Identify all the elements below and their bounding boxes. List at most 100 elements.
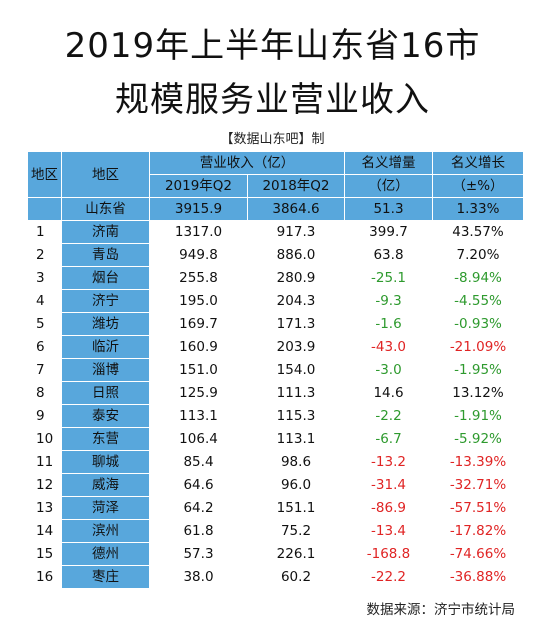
row-growth: -36.88% [432, 565, 524, 589]
row-increase: -9.3 [344, 289, 433, 313]
row-growth: -5.92% [432, 427, 524, 451]
row-city: 东营 [61, 427, 150, 451]
row-increase: 14.6 [344, 381, 433, 405]
row-2019: 106.4 [149, 427, 248, 451]
row-growth: -1.95% [432, 358, 524, 382]
row-growth: 7.20% [432, 243, 524, 267]
table-row: 12 威海 64.6 96.0 -31.4 -32.71% [27, 473, 524, 497]
row-increase: -43.0 [344, 335, 433, 359]
table-row: 4 济宁 195.0 204.3 -9.3 -4.55% [27, 289, 524, 313]
row-increase: -168.8 [344, 542, 433, 566]
row-index: 3 [27, 266, 62, 290]
table-row: 10 东营 106.4 113.1 -6.7 -5.92% [27, 427, 524, 451]
row-growth: -57.51% [432, 496, 524, 520]
header-index: 地区 [27, 151, 62, 198]
header-increase: 名义增量 [344, 151, 433, 175]
row-city: 烟台 [61, 266, 150, 290]
row-index: 1 [27, 220, 62, 244]
row-city: 淄博 [61, 358, 150, 382]
table-row: 9 泰安 113.1 115.3 -2.2 -1.91% [27, 404, 524, 428]
row-growth: -74.66% [432, 542, 524, 566]
row-index: 14 [27, 519, 62, 543]
table-row: 16 枣庄 38.0 60.2 -22.2 -36.88% [27, 565, 524, 589]
row-city: 菏泽 [61, 496, 150, 520]
row-city: 济南 [61, 220, 150, 244]
row-2018: 111.3 [247, 381, 345, 405]
row-increase: -13.4 [344, 519, 433, 543]
header-region: 地区 [61, 151, 150, 198]
row-growth: 43.57% [432, 220, 524, 244]
row-2018: 113.1 [247, 427, 345, 451]
row-2019: 57.3 [149, 542, 248, 566]
header-growth: 名义增长 [432, 151, 524, 175]
row-index: 12 [27, 473, 62, 497]
row-increase: 399.7 [344, 220, 433, 244]
header-2018q2: 2018年Q2 [247, 174, 345, 198]
row-city: 日照 [61, 381, 150, 405]
row-city: 临沂 [61, 335, 150, 359]
row-index: 8 [27, 381, 62, 405]
row-2018: 115.3 [247, 404, 345, 428]
row-2018: 886.0 [247, 243, 345, 267]
row-2018: 75.2 [247, 519, 345, 543]
row-growth: -0.93% [432, 312, 524, 336]
data-source: 数据来源：济宁市统计局 [366, 602, 516, 618]
row-growth: -1.91% [432, 404, 524, 428]
row-city: 聊城 [61, 450, 150, 474]
row-city: 济宁 [61, 289, 150, 313]
row-2018: 98.6 [247, 450, 345, 474]
row-growth: -32.71% [432, 473, 524, 497]
row-2019: 151.0 [149, 358, 248, 382]
row-2019: 160.9 [149, 335, 248, 359]
row-2018: 60.2 [247, 565, 345, 589]
row-2019: 195.0 [149, 289, 248, 313]
row-index: 11 [27, 450, 62, 474]
row-2019: 61.8 [149, 519, 248, 543]
row-city: 泰安 [61, 404, 150, 428]
row-index: 5 [27, 312, 62, 336]
row-increase: -6.7 [344, 427, 433, 451]
row-growth: -13.39% [432, 450, 524, 474]
row-2019: 64.6 [149, 473, 248, 497]
row-index: 15 [27, 542, 62, 566]
table-row: 6 临沂 160.9 203.9 -43.0 -21.09% [27, 335, 524, 359]
row-growth: -4.55% [432, 289, 524, 313]
row-city: 枣庄 [61, 565, 150, 589]
row-increase: -22.2 [344, 565, 433, 589]
row-2019: 125.9 [149, 381, 248, 405]
row-2019: 169.7 [149, 312, 248, 336]
row-2019: 85.4 [149, 450, 248, 474]
table-row: 1 济南 1317.0 917.3 399.7 43.57% [27, 220, 524, 244]
table-row: 8 日照 125.9 111.3 14.6 13.12% [27, 381, 524, 405]
title-line-2: 规模服务业营业收入 [115, 80, 430, 120]
row-2019: 949.8 [149, 243, 248, 267]
row-increase: -1.6 [344, 312, 433, 336]
row-2018: 917.3 [247, 220, 345, 244]
row-2019: 1317.0 [149, 220, 248, 244]
row-growth: -21.09% [432, 335, 524, 359]
header-growth-unit: （±%） [432, 174, 524, 198]
row-2019: 64.2 [149, 496, 248, 520]
header-revenue: 营业收入（亿） [149, 151, 345, 175]
row-growth: -8.94% [432, 266, 524, 290]
province-increase: 51.3 [344, 197, 433, 221]
province-growth: 1.33% [432, 197, 524, 221]
row-2018: 96.0 [247, 473, 345, 497]
table-row: 2 青岛 949.8 886.0 63.8 7.20% [27, 243, 524, 267]
row-increase: -3.0 [344, 358, 433, 382]
row-index: 10 [27, 427, 62, 451]
header-2019q2: 2019年Q2 [149, 174, 248, 198]
row-2019: 38.0 [149, 565, 248, 589]
row-city: 德州 [61, 542, 150, 566]
row-index: 4 [27, 289, 62, 313]
row-index: 6 [27, 335, 62, 359]
header-increase-unit: （亿） [344, 174, 433, 198]
table-row: 3 烟台 255.8 280.9 -25.1 -8.94% [27, 266, 524, 290]
row-2019: 113.1 [149, 404, 248, 428]
row-city: 青岛 [61, 243, 150, 267]
table-row: 14 滨州 61.8 75.2 -13.4 -17.82% [27, 519, 524, 543]
row-index: 7 [27, 358, 62, 382]
province-2018: 3864.6 [247, 197, 345, 221]
table-row: 11 聊城 85.4 98.6 -13.2 -13.39% [27, 450, 524, 474]
province-2019: 3915.9 [149, 197, 248, 221]
